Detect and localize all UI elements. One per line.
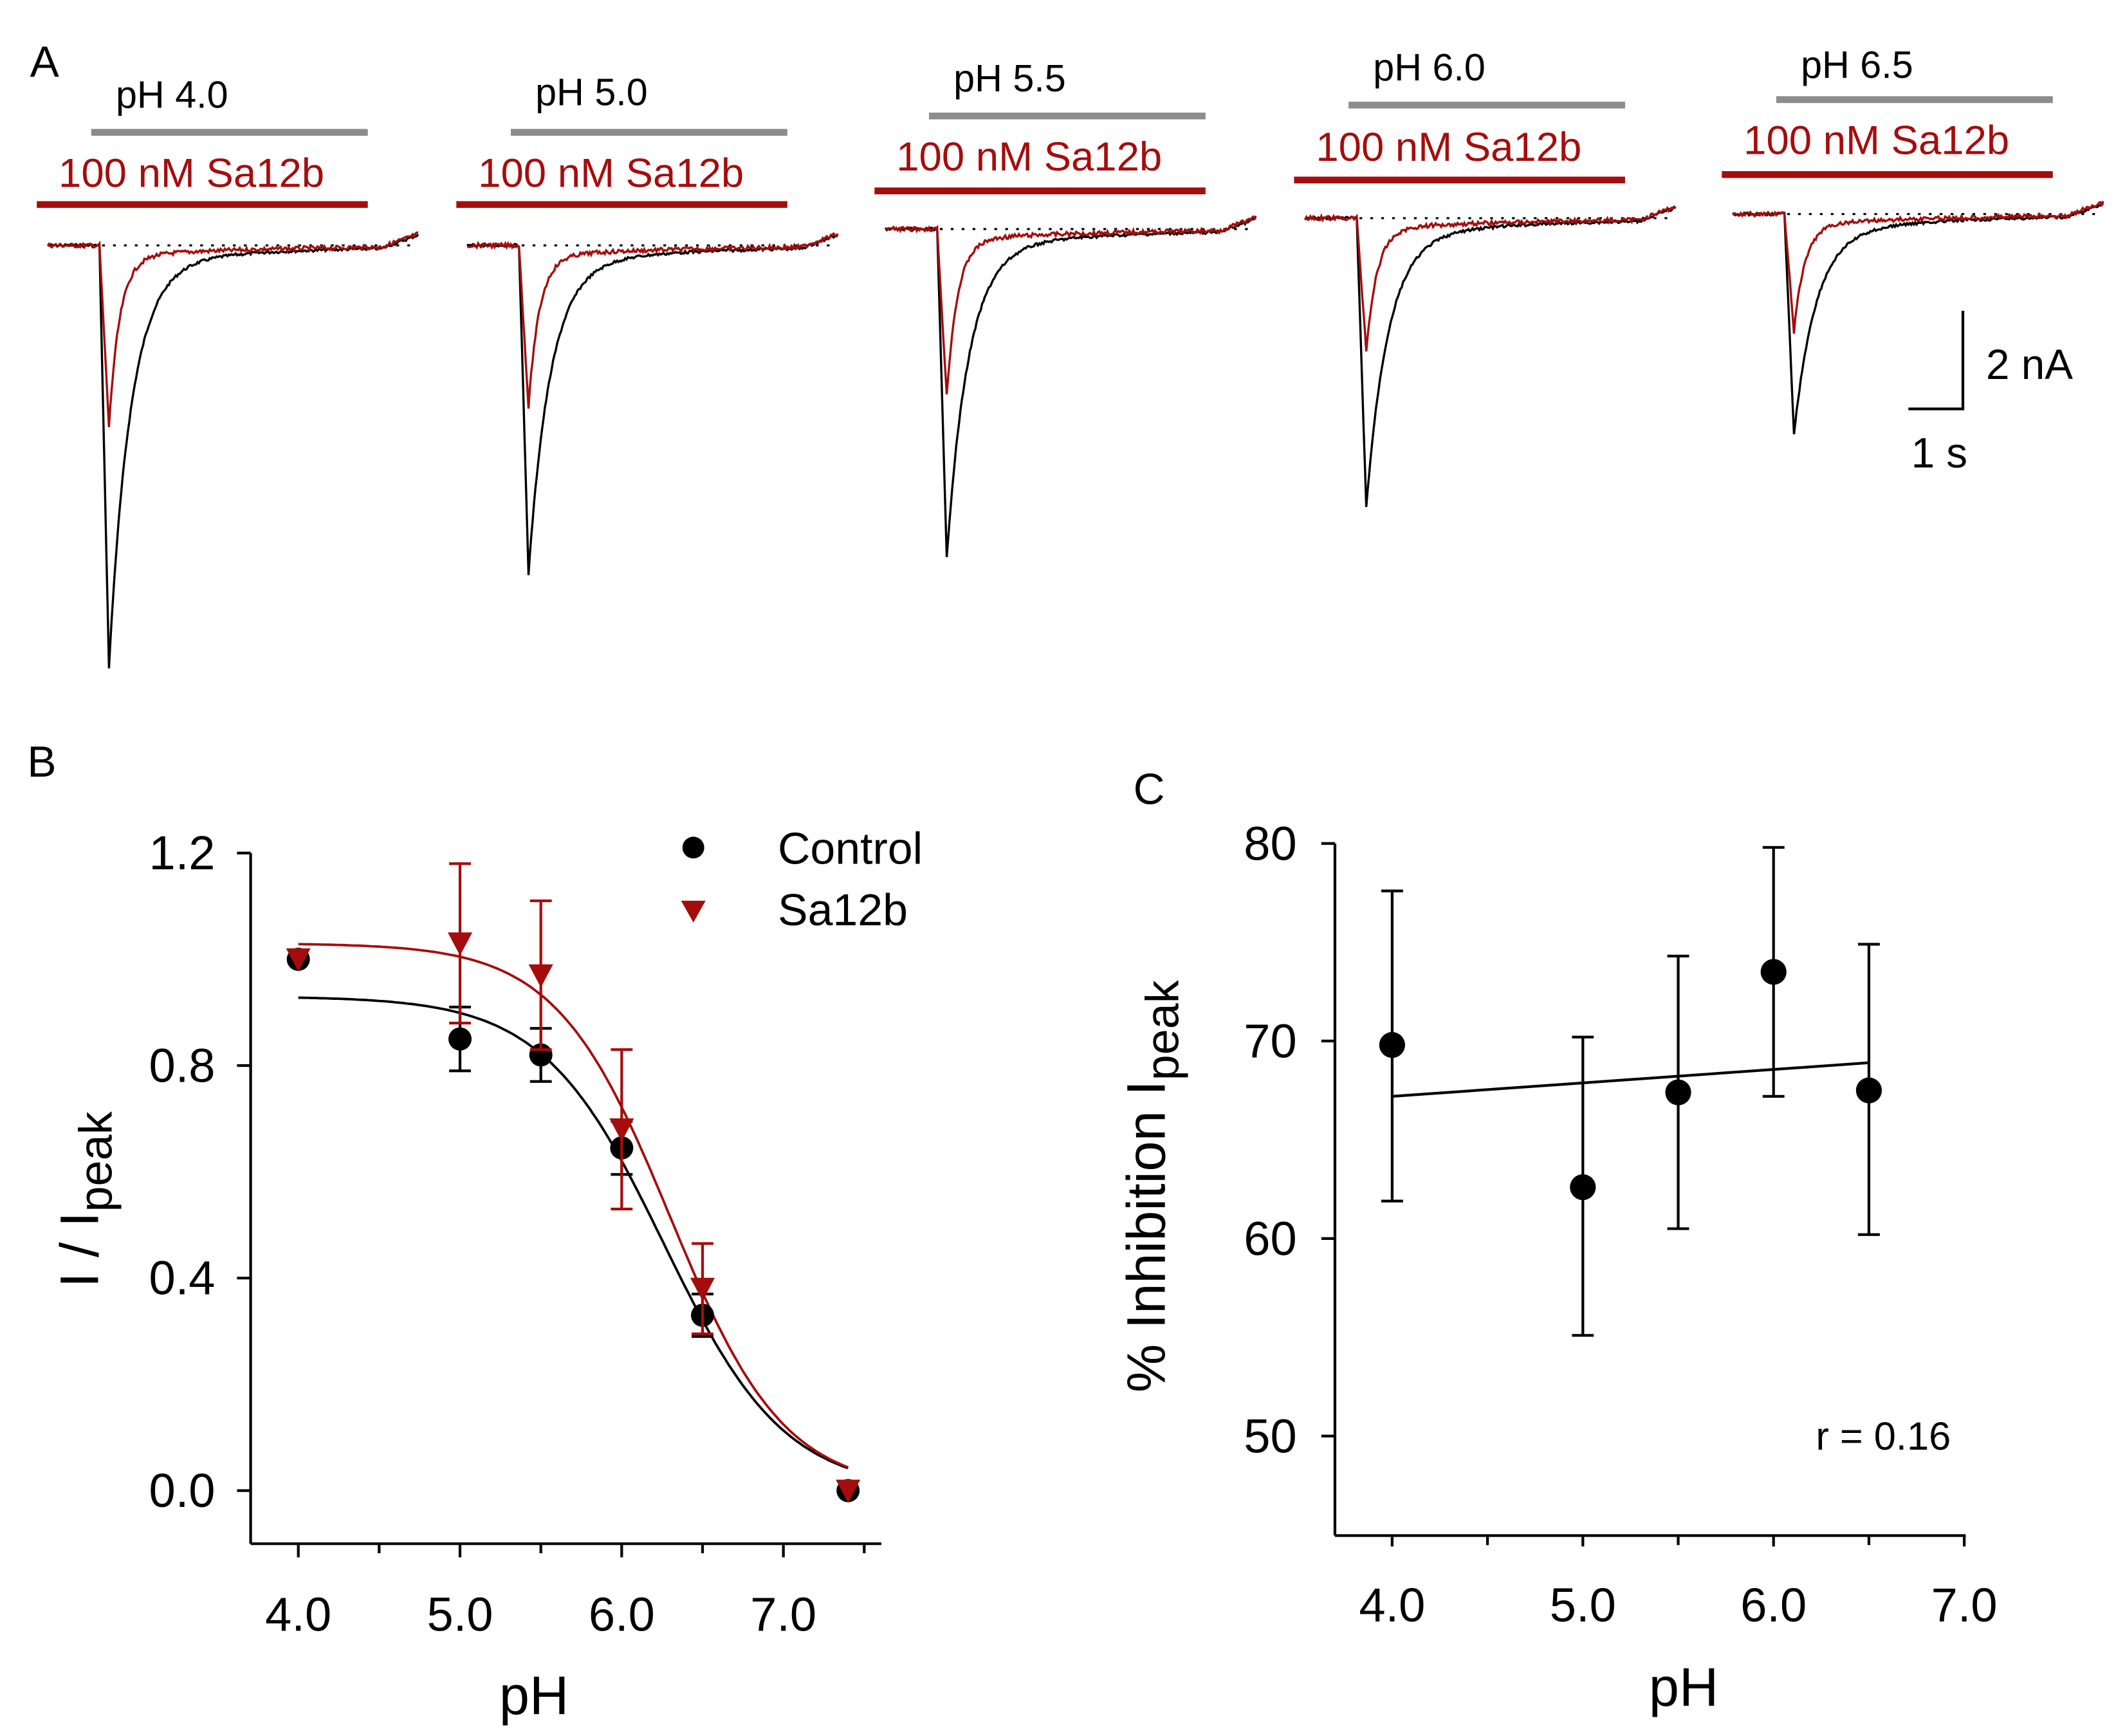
data-points — [1379, 845, 1882, 1337]
y-tick-label: 70 — [1244, 1014, 1296, 1067]
regression-line-path — [1392, 1061, 1870, 1098]
ph-label: pH 5.5 — [953, 57, 1066, 100]
panel-b-letter: B — [27, 738, 56, 786]
sa12b-current-trace — [885, 215, 1257, 394]
inhibition-point — [1760, 959, 1787, 985]
scale-time-label: 1 s — [1911, 430, 1968, 477]
x-tick-label: 4.0 — [1359, 1578, 1425, 1632]
panel-c-chart: C 4.0 5.0 6.0 7.0 50 60 70 80 pH % Inhibition I… — [1115, 765, 1997, 1717]
scale-current-label: 2 nA — [1986, 341, 2073, 388]
panel-c-letter: C — [1134, 765, 1165, 813]
y-tick-label: 50 — [1244, 1409, 1296, 1463]
trace-panel-1: pH 4.0 100 nM Sa12b — [37, 73, 419, 669]
control-current-trace — [1305, 205, 1677, 508]
y-tick-label: 0.8 — [149, 1039, 216, 1092]
drug-label: 100 nM Sa12b — [1743, 118, 2009, 163]
y-axis-title: I / Ipeak — [48, 1111, 122, 1288]
y-axis-title-main: I / I — [48, 1212, 109, 1288]
sa12b-fit-curve — [298, 943, 849, 1469]
legend-label-sa12b: Sa12b — [778, 885, 908, 935]
control-point — [448, 1027, 472, 1051]
y-axis-title-sub: peak — [1137, 979, 1188, 1080]
drug-label: 100 nM Sa12b — [59, 151, 324, 196]
control-current-trace — [884, 216, 1257, 557]
y-tick-label: 0.0 — [149, 1464, 216, 1517]
control-current-trace — [47, 234, 419, 669]
sa12b-current-trace — [466, 232, 839, 409]
inhibition-point — [1665, 1079, 1691, 1105]
x-tick-label: 5.0 — [427, 1588, 493, 1641]
y-tick-label: 80 — [1244, 817, 1296, 870]
control-current-trace — [1732, 202, 2104, 435]
y-axis-title-sub: peak — [71, 1111, 122, 1212]
legend-marker-control — [682, 836, 704, 859]
ph-label: pH 6.0 — [1373, 46, 1486, 89]
sa12b-point — [836, 1479, 861, 1503]
tick-group: 4.0 5.0 6.0 7.0 50 60 70 80 — [1244, 817, 1997, 1632]
y-tick-label: 0.4 — [149, 1251, 216, 1305]
x-tick-label: 7.0 — [750, 1588, 816, 1641]
scale-bar: 2 nA 1 s — [1908, 311, 2073, 477]
inhibition-point — [1855, 1077, 1882, 1103]
x-axis-title: pH — [1649, 1656, 1718, 1717]
ph-label: pH 5.0 — [535, 70, 648, 113]
panel-b-chart: B 4.0 5.0 6.0 7.00.00.40.81.2 pH I / Ipeak … — [27, 738, 923, 1726]
sa12b-point — [609, 1118, 634, 1142]
x-tick-label: 7.0 — [1931, 1578, 1998, 1632]
x-tick-label: 4.0 — [265, 1588, 331, 1641]
x-tick-label: 6.0 — [589, 1588, 655, 1641]
legend: Control Sa12b — [681, 824, 923, 935]
panel-a-letter: A — [30, 38, 60, 86]
trace-panel-2: pH 5.0 100 nM Sa12b — [456, 70, 839, 575]
sa12b-point — [528, 964, 553, 988]
y-tick-label: 1.2 — [149, 826, 216, 880]
sa12b-current-trace — [1731, 200, 2104, 334]
sa12b-current-trace — [1303, 205, 1676, 352]
legend-label-control: Control — [778, 824, 923, 874]
control-current-trace — [466, 234, 839, 575]
x-tick-label: 6.0 — [1740, 1578, 1807, 1632]
correlation-annotation: r = 0.16 — [1816, 1414, 1951, 1459]
trace-panel-4: pH 6.0 100 nM Sa12b — [1294, 46, 1677, 508]
sa12b-point — [286, 948, 311, 972]
regression-line — [1392, 1061, 1870, 1098]
control-fit-curve — [298, 996, 849, 1470]
x-tick-label: 5.0 — [1550, 1578, 1616, 1632]
ph-label: pH 6.5 — [1801, 43, 1913, 86]
drug-label: 100 nM Sa12b — [1316, 125, 1581, 170]
sa12b-point — [690, 1277, 715, 1301]
ph-label: pH 4.0 — [116, 73, 228, 116]
y-axis-title: % Inhibition Ipeak — [1115, 979, 1188, 1392]
trace-panel-5: pH 6.5 100 nM Sa12b — [1722, 43, 2104, 435]
x-axis-title: pH — [499, 1665, 569, 1726]
y-axis-title-main: % Inhibition I — [1115, 1080, 1176, 1392]
sa12b-point — [447, 932, 473, 956]
tick-group: 4.0 5.0 6.0 7.0 0.0 0.4 0.8 1.2 — [149, 826, 866, 1641]
fit-curves — [298, 943, 849, 1470]
inhibition-point — [1570, 1174, 1596, 1201]
inhibition-point — [1379, 1031, 1406, 1058]
legend-marker-sa12b — [681, 900, 706, 923]
sa12b-current-trace — [46, 231, 419, 427]
drug-label: 100 nM Sa12b — [896, 134, 1162, 180]
drug-label: 100 nM Sa12b — [478, 151, 744, 196]
data-points — [286, 862, 861, 1503]
y-tick-label: 60 — [1244, 1212, 1296, 1265]
trace-panel-3: pH 5.5 100 nM Sa12b — [874, 57, 1257, 557]
